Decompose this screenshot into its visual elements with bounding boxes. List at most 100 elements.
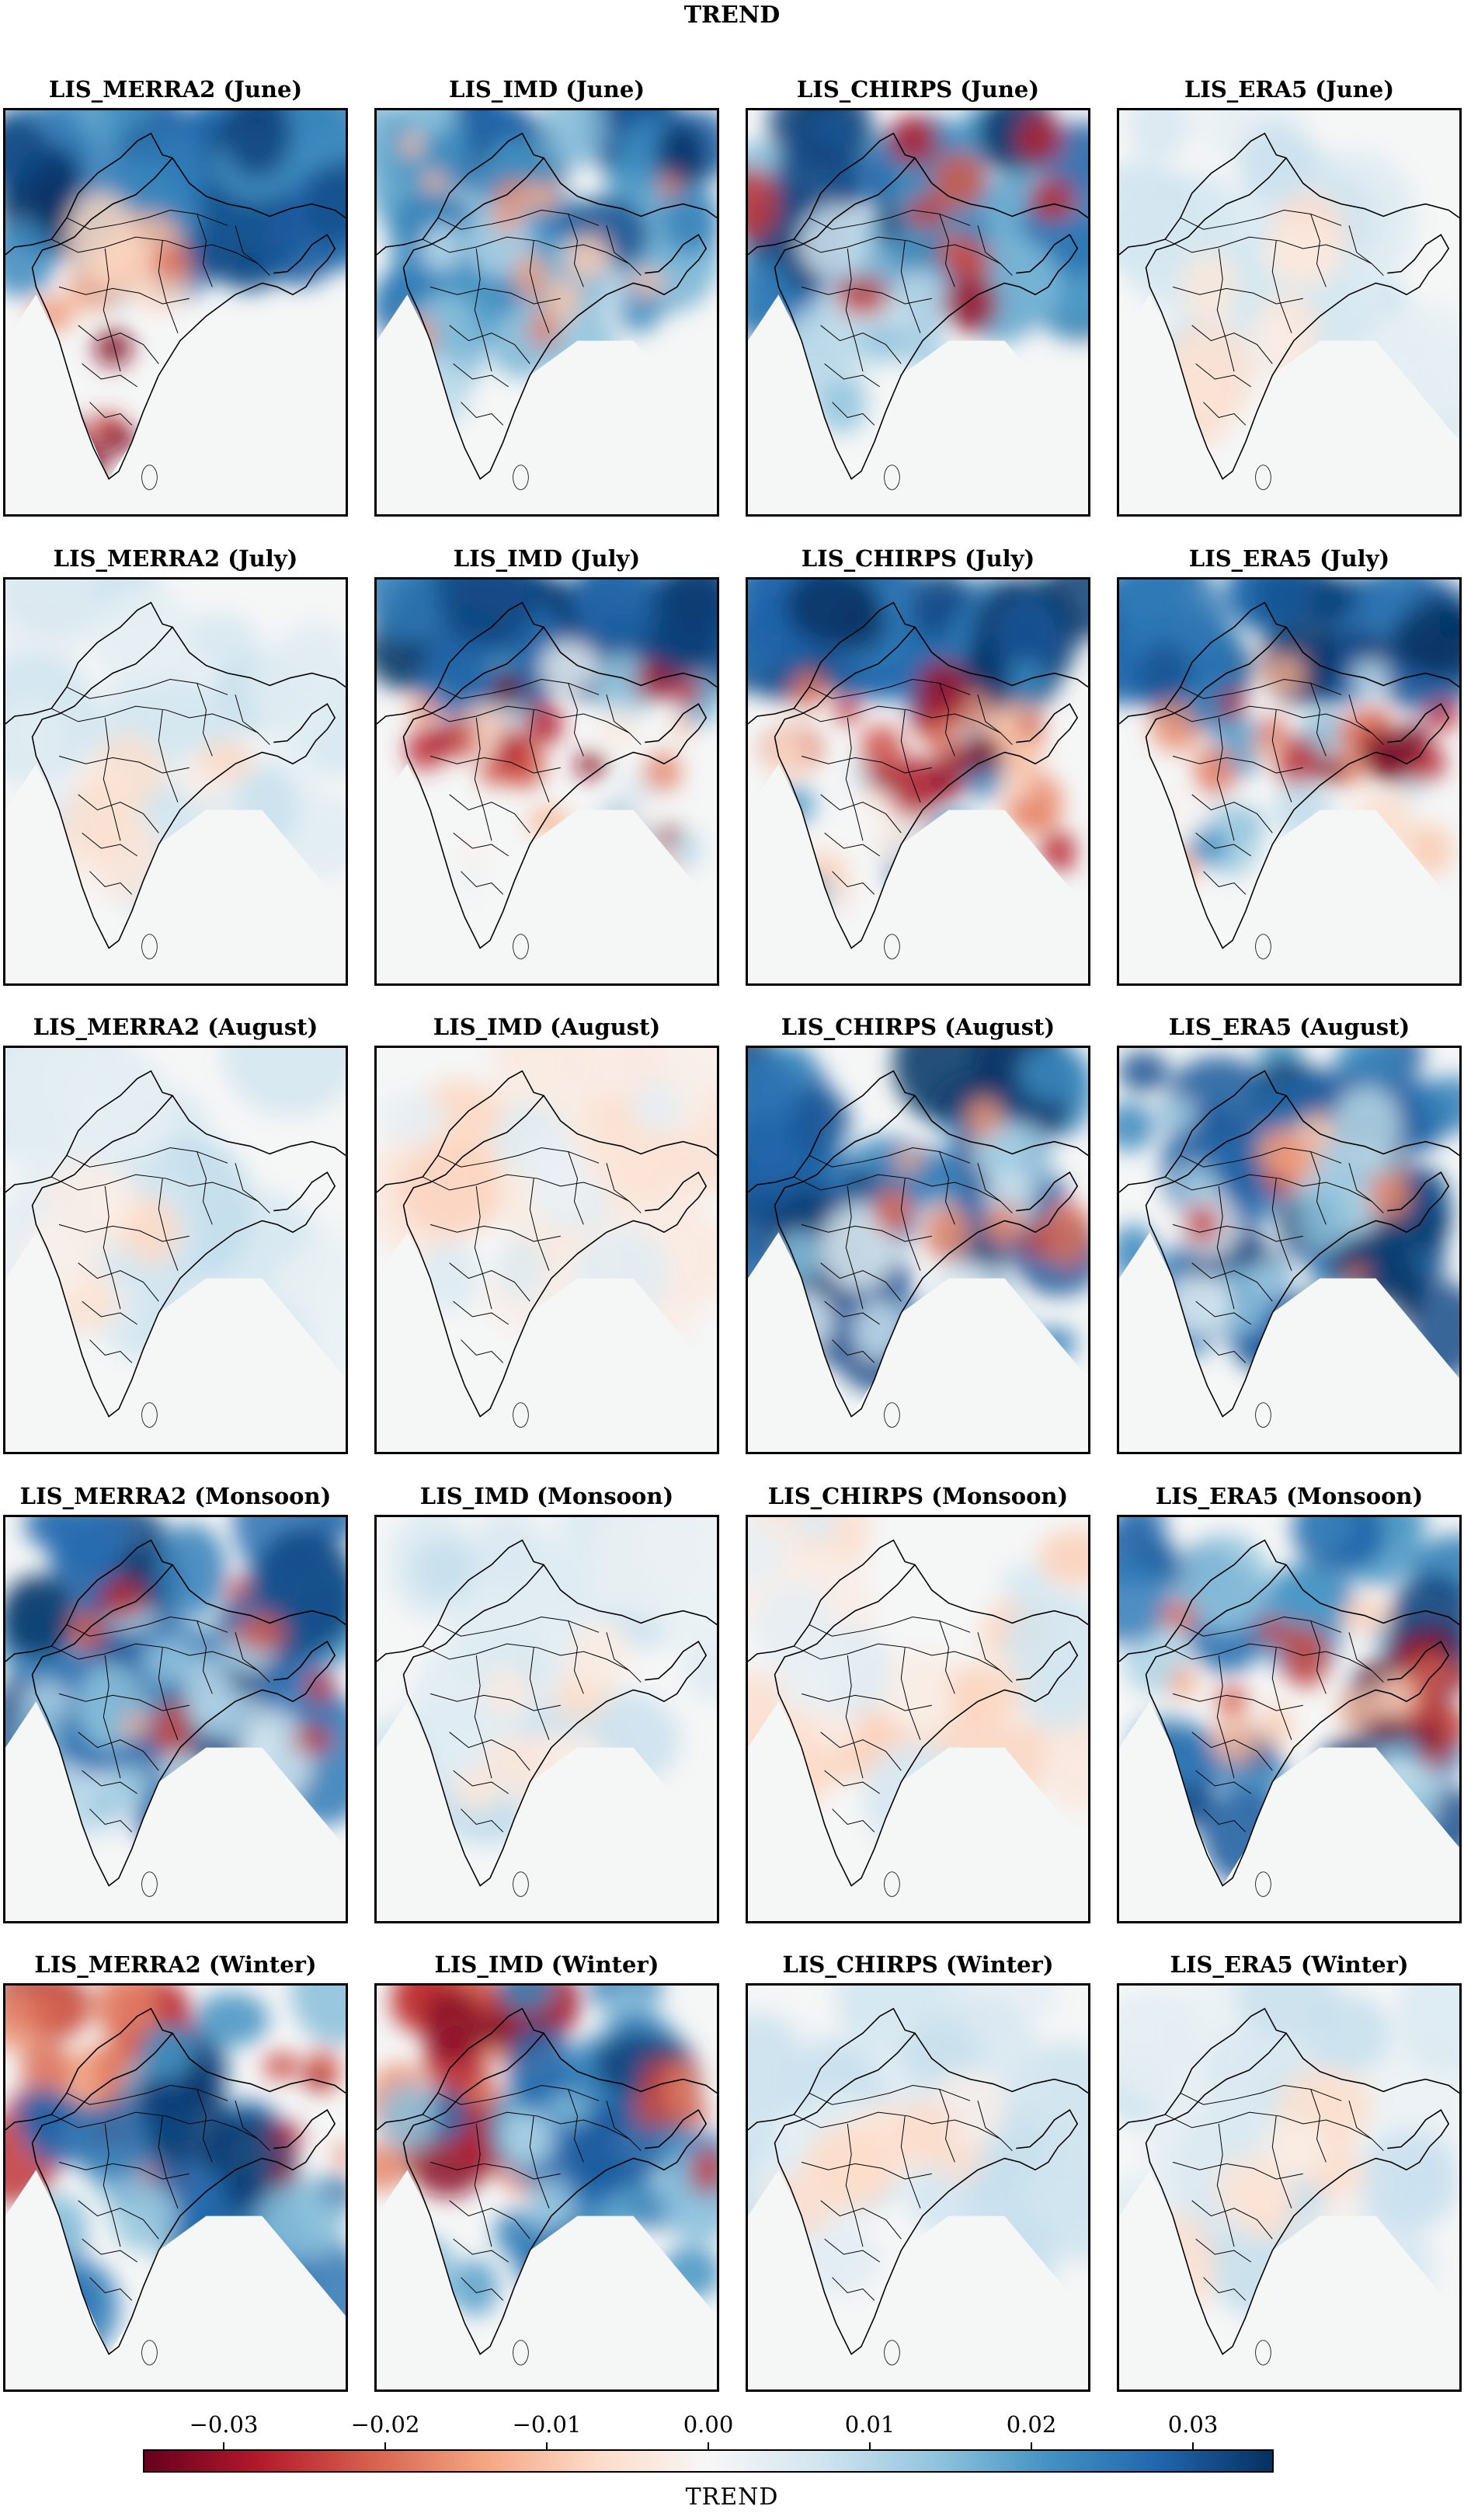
- state-boundary: [453, 363, 509, 388]
- map-frame: [746, 1046, 1090, 1454]
- state-boundary: [453, 832, 509, 857]
- sri-lanka-boundary: [1255, 934, 1271, 959]
- colorbar-tick-label: 0.03: [1167, 2411, 1219, 2438]
- trend-map: [377, 580, 717, 983]
- state-boundary: [103, 248, 121, 372]
- state-boundary: [461, 2277, 504, 2301]
- panel-title: LIS_MERRA2 (August): [33, 1014, 318, 1040]
- trend-field: [377, 110, 717, 428]
- ocean-mask: [5, 2170, 346, 2389]
- state-boundary: [474, 1185, 492, 1310]
- map-frame: [1117, 577, 1462, 986]
- state-boundary: [529, 709, 550, 802]
- trend-map: [748, 1986, 1088, 2389]
- state-boundary: [1180, 210, 1342, 230]
- colorbar-tick-label: 0.00: [683, 2411, 734, 2438]
- sri-lanka-boundary: [141, 1871, 158, 1897]
- trend-field: [1119, 580, 1459, 928]
- panel-title: LIS_MERRA2 (July): [53, 545, 298, 572]
- state-boundary: [453, 1770, 509, 1794]
- state-boundary: [453, 2238, 509, 2263]
- country-boundary: [377, 1539, 717, 1887]
- map-frame: [746, 1983, 1090, 2392]
- state-boundary: [832, 402, 875, 426]
- sri-lanka-boundary: [1255, 465, 1271, 490]
- state-boundary: [1271, 709, 1292, 802]
- state-boundary: [977, 2101, 1013, 2151]
- state-boundary: [422, 2111, 630, 2140]
- state-boundary: [977, 694, 1013, 745]
- state-boundary: [1310, 683, 1327, 757]
- panel-title: LIS_CHIRPS (Monsoon): [767, 1483, 1069, 1509]
- state-boundary: [1271, 240, 1292, 333]
- state-boundary: [66, 2085, 228, 2105]
- trend-map: [1119, 1048, 1459, 1452]
- state-boundary: [422, 705, 630, 734]
- ocean-mask: [748, 1701, 1088, 1921]
- panel-title: LIS_CHIRPS (Winter): [782, 1951, 1054, 1978]
- colorbar-tick-label: −0.03: [189, 2411, 259, 2438]
- state-boundary: [824, 1770, 880, 1794]
- state-boundary: [820, 325, 902, 364]
- state-boundary: [977, 1163, 1013, 1213]
- panel-title: LIS_ERA5 (Winter): [1170, 1951, 1409, 1978]
- map-frame: [374, 577, 719, 986]
- state-boundary: [82, 1300, 137, 1325]
- country-boundary: [1119, 601, 1459, 949]
- state-boundary: [1310, 1151, 1327, 1225]
- sri-lanka-boundary: [141, 2340, 158, 2365]
- state-boundary: [82, 2238, 137, 2263]
- state-boundary: [437, 1617, 600, 1637]
- state-boundary: [793, 2111, 1001, 2140]
- state-boundary: [1348, 2101, 1384, 2151]
- state-boundary: [50, 1174, 259, 1203]
- panel-title: LIS_IMD (Monsoon): [419, 1483, 674, 1509]
- panel-title: LIS_MERRA2 (Winter): [34, 1951, 317, 1978]
- state-boundary: [89, 1339, 133, 1363]
- sri-lanka-boundary: [884, 465, 900, 490]
- colorbar-tick-label: −0.01: [512, 2411, 582, 2438]
- colorbar-tick: [546, 2442, 548, 2450]
- map-frame: [746, 1515, 1090, 1923]
- state-boundary: [900, 240, 921, 333]
- state-boundary: [1271, 1647, 1292, 1740]
- state-boundary: [103, 717, 121, 841]
- sri-lanka-boundary: [1255, 1871, 1271, 1897]
- colorbar-label: TREND: [685, 2483, 779, 2511]
- state-boundary: [793, 705, 1001, 734]
- state-boundary: [1191, 794, 1273, 834]
- trend-map: [377, 110, 717, 514]
- state-boundary: [78, 325, 159, 364]
- ocean-mask: [1119, 764, 1459, 983]
- panel-title: LIS_IMD (August): [433, 1014, 661, 1040]
- state-boundary: [103, 2123, 121, 2247]
- state-boundary: [832, 871, 875, 895]
- state-boundary: [1203, 402, 1247, 426]
- sri-lanka-boundary: [884, 1402, 900, 1428]
- state-boundary: [900, 709, 921, 802]
- state-boundary: [1164, 2111, 1372, 2140]
- sri-lanka-boundary: [513, 2340, 529, 2365]
- state-boundary: [78, 1262, 159, 1302]
- panel-title: LIS_CHIRPS (August): [781, 1014, 1055, 1040]
- map-frame: [1117, 1046, 1462, 1454]
- ocean-mask: [377, 764, 717, 983]
- ocean-mask: [748, 294, 1088, 514]
- state-boundary: [1180, 1147, 1342, 1168]
- panel-title: LIS_ERA5 (August): [1168, 1014, 1410, 1040]
- ocean-mask: [1119, 2170, 1459, 2389]
- state-boundary: [939, 214, 955, 287]
- state-boundary: [824, 363, 880, 388]
- sri-lanka-boundary: [884, 1871, 900, 1897]
- state-boundary: [809, 210, 971, 230]
- sri-lanka-boundary: [1255, 1402, 1271, 1428]
- state-boundary: [474, 717, 492, 841]
- state-boundary: [461, 1339, 504, 1363]
- map-frame: [3, 1515, 348, 1923]
- ocean-mask: [5, 764, 346, 983]
- state-boundary: [158, 1647, 179, 1740]
- state-boundary: [793, 1643, 1001, 1672]
- state-boundary: [50, 236, 259, 265]
- panel-title: LIS_MERRA2 (June): [48, 76, 303, 103]
- country-boundary: [5, 1070, 346, 1418]
